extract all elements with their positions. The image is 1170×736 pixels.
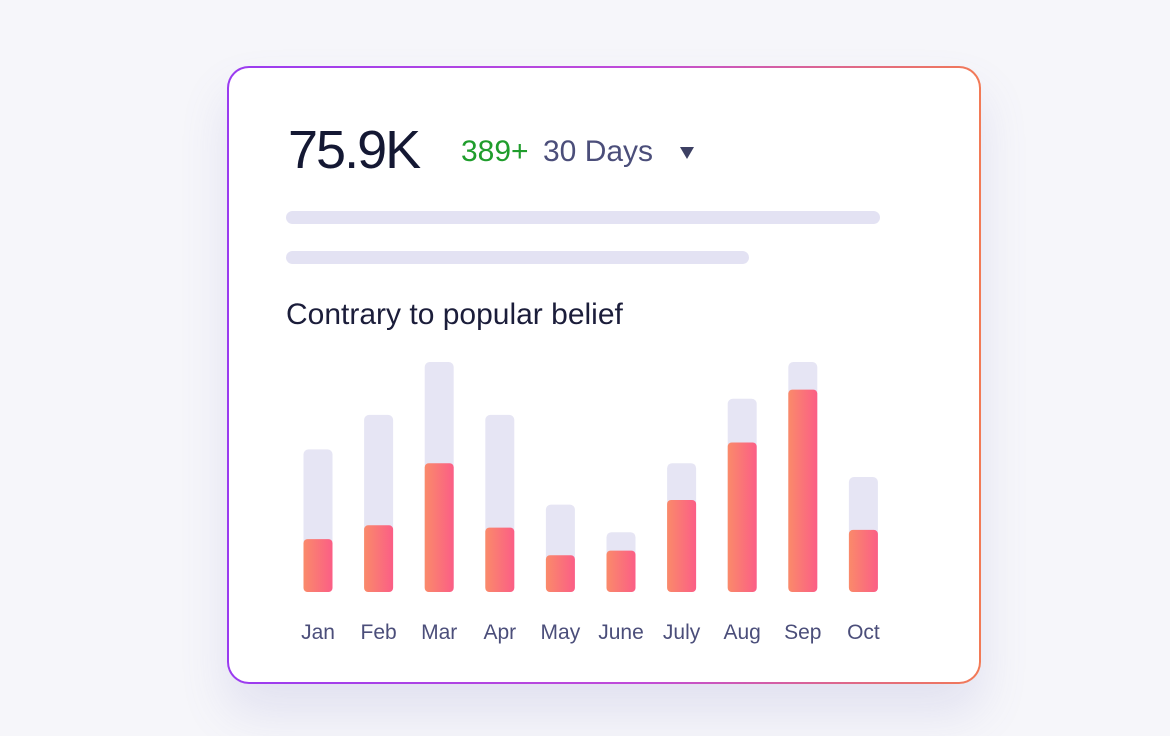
bar-chart: Jan Feb Mar Apr May June July Aug Sep Oct — [301, 362, 880, 644]
bar-apr[interactable] — [485, 527, 515, 592]
skeleton-line-2 — [286, 251, 749, 264]
bar-may[interactable] — [545, 555, 575, 592]
bar-jan[interactable] — [303, 539, 333, 592]
stats-card-border: 75.9K 389+ 30 Days Contrary to popular b… — [227, 66, 981, 684]
bar-feb[interactable] — [364, 525, 394, 592]
bar-oct[interactable] — [848, 529, 878, 592]
skeleton-line-1 — [286, 211, 880, 224]
stats-card: 75.9K 389+ 30 Days Contrary to popular b… — [229, 68, 979, 682]
x-tick-label: Aug — [724, 621, 761, 644]
total-value: 75.9K — [288, 120, 421, 180]
bar-june[interactable] — [606, 550, 636, 592]
bar-sep[interactable] — [788, 389, 818, 592]
x-tick-label: June — [598, 621, 644, 644]
x-tick-label: Jan — [301, 621, 335, 644]
bar-july[interactable] — [667, 500, 697, 592]
bar-mar[interactable] — [424, 463, 454, 592]
x-tick-label: Oct — [847, 621, 880, 644]
x-tick-label: July — [663, 621, 701, 644]
delta-badge: 389+ — [461, 135, 529, 168]
period-dropdown[interactable]: 30 Days — [543, 135, 654, 168]
chart-title: Contrary to popular belief — [286, 298, 623, 331]
chevron-down-icon[interactable] — [680, 147, 694, 159]
x-tick-label: Feb — [361, 621, 397, 644]
x-tick-label: Mar — [421, 621, 457, 644]
x-tick-label: May — [541, 621, 581, 644]
x-tick-label: Sep — [784, 621, 821, 644]
x-tick-label: Apr — [483, 621, 516, 644]
bar-aug[interactable] — [727, 442, 757, 593]
